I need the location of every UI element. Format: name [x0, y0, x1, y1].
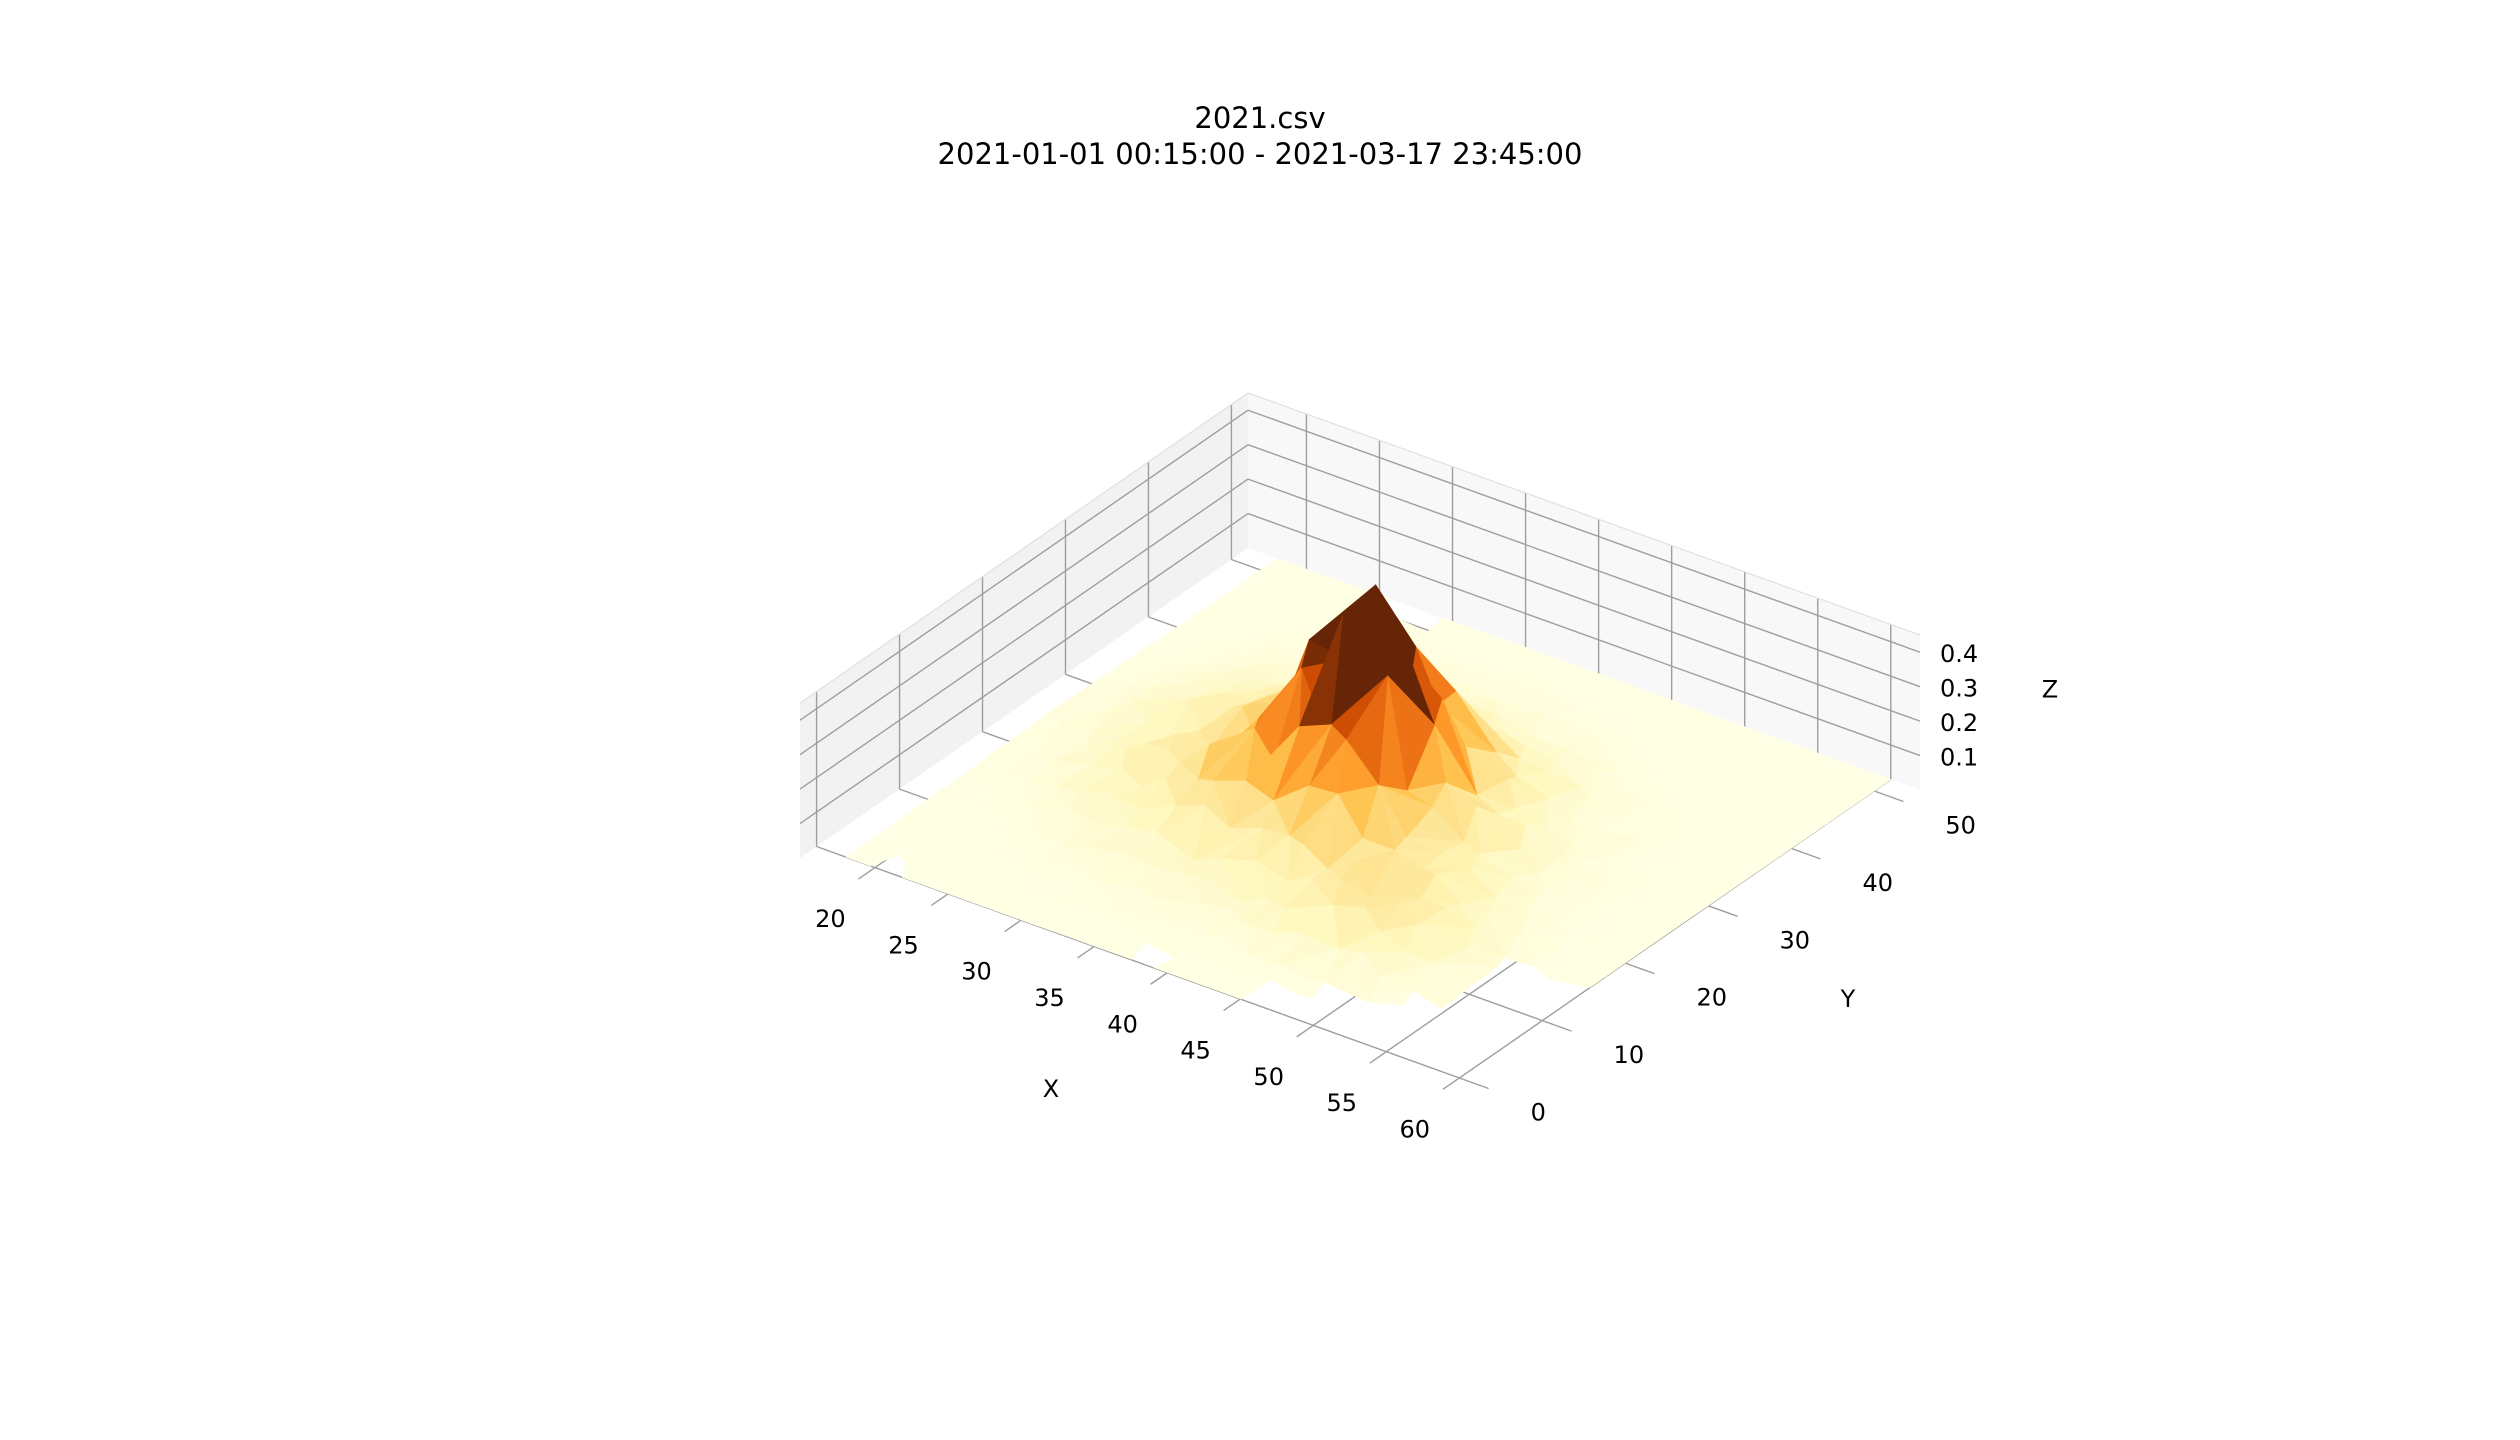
- x-tick-label: 35: [1034, 984, 1065, 1012]
- surface-triangle: [1503, 930, 1535, 968]
- z-tick-label: 0.2: [1940, 709, 1978, 737]
- x-tick-label: 45: [1180, 1037, 1211, 1065]
- x-tick-label: 40: [1107, 1010, 1138, 1038]
- side-pane: [800, 393, 1248, 858]
- chart-subtitle: 2021-01-01 00:15:00 - 2021-03-17 23:45:0…: [937, 137, 1583, 171]
- chart-title-block: 2021.csv 2021-01-01 00:15:00 - 2021-03-1…: [0, 100, 2520, 172]
- x-tick-label: 20: [815, 905, 846, 933]
- surface-triangle: [898, 841, 919, 864]
- surface-triangle: [1183, 959, 1204, 986]
- z-gridline-side: [799, 512, 1249, 825]
- y-axis-label: Y: [1840, 985, 1856, 1013]
- surface-triangle: [1089, 942, 1148, 960]
- z-gridline-side: [799, 409, 1249, 721]
- surface-triangle: [1030, 911, 1074, 936]
- z-tick-label: 0.1: [1940, 744, 1978, 772]
- surface-mesh: [845, 558, 1892, 1010]
- surface-triangle: [1202, 979, 1271, 1000]
- y-tick-label: 50: [1945, 811, 1976, 839]
- surface-triangle: [930, 874, 967, 901]
- surface-triangle: [1289, 981, 1326, 999]
- z-gridline-side: [799, 444, 1249, 756]
- surface-triangle: [1063, 916, 1097, 945]
- x-tick-label: 50: [1253, 1063, 1284, 1091]
- surface-triangle: [1533, 959, 1579, 980]
- z-gridline-back: [1247, 478, 1921, 722]
- z-tick-label: 0.4: [1940, 640, 1978, 668]
- pane-top-edge: [799, 392, 1249, 704]
- x-tick-label: 60: [1400, 1115, 1431, 1143]
- pane-top-edge: [1247, 392, 1921, 636]
- z-tick-label: 0.3: [1940, 675, 1978, 703]
- z-gridline-back: [1247, 512, 1921, 757]
- x-tick-label: 30: [961, 958, 992, 986]
- surface-triangle: [1367, 990, 1414, 1006]
- surface-triangle: [1550, 976, 1607, 988]
- z-axis-label: Z: [2042, 676, 2058, 704]
- z-gridline-side: [799, 478, 1249, 790]
- chart-title: 2021.csv: [1194, 101, 1326, 135]
- back-pane: [1248, 393, 1920, 790]
- x-tick-label: 25: [888, 931, 919, 959]
- surface-triangle: [980, 892, 1012, 917]
- z-gridline-back: [1247, 444, 1921, 688]
- y-tick-label: 20: [1697, 984, 1728, 1012]
- y-tick-label: 30: [1779, 926, 1810, 954]
- axis-ticks: 20 25 30 35 40 45 50 55 60 0 10 20 30 40 50 0.1 0.2 0.3 0.…: [815, 640, 1978, 1143]
- x-tick-label: 55: [1326, 1089, 1357, 1117]
- surface-triangle: [1323, 952, 1369, 1003]
- z-gridline-back: [1247, 409, 1921, 653]
- x-axis-label: X: [1043, 1075, 1059, 1103]
- y-tick-label: 10: [1614, 1041, 1645, 1069]
- y-tick-label: 0: [1531, 1099, 1546, 1127]
- y-tick-label: 40: [1862, 869, 1893, 897]
- surface-triangle: [845, 840, 871, 867]
- surface-triangle: [1270, 979, 1310, 992]
- surface-triangle: [1146, 921, 1177, 960]
- surface-triangle: [1412, 962, 1443, 1010]
